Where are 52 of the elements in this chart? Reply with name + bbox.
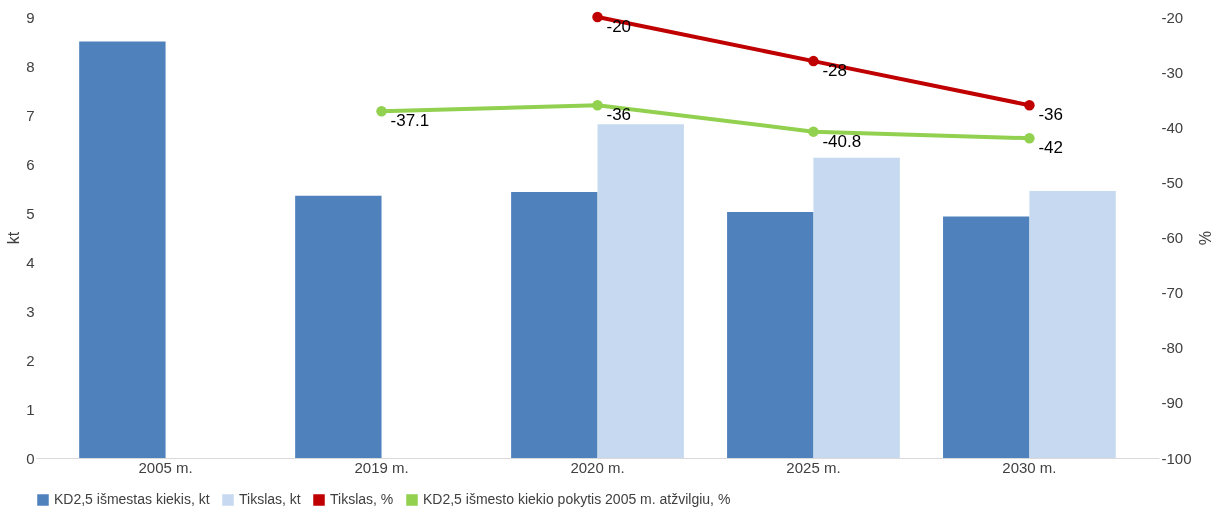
- y-tick-label: 2: [26, 351, 35, 369]
- legend-label: KD2,5 išmestas kiekis, kt: [54, 491, 210, 507]
- y-tick-label: 1: [26, 400, 35, 418]
- y2-tick-label: -90: [1161, 394, 1184, 412]
- y2-tick-label: -30: [1161, 63, 1184, 81]
- data-label: -28: [822, 61, 848, 81]
- point: [376, 106, 387, 117]
- y-tick-label: 7: [26, 106, 35, 124]
- y-tick-label: 3: [26, 302, 35, 320]
- point: [1024, 133, 1035, 144]
- data-label: -40.8: [822, 131, 862, 151]
- x-tick-label: 2025 m.: [786, 458, 841, 476]
- point: [592, 99, 603, 111]
- bar: [1029, 190, 1116, 458]
- y2-tick-label: -70: [1161, 284, 1184, 302]
- y-tick-label: 8: [26, 57, 35, 75]
- point: [808, 55, 819, 67]
- y2-tick-label: -80: [1161, 339, 1184, 357]
- y-tick-label: 4: [26, 253, 35, 271]
- y-tick-label: 6: [26, 155, 35, 173]
- bar: [511, 191, 598, 458]
- legend-label: Tikslas, %: [330, 491, 394, 507]
- data-label: -36: [1038, 105, 1063, 125]
- data-label: -37.1: [390, 111, 430, 131]
- bar: [943, 216, 1030, 458]
- bar: [295, 195, 382, 458]
- y-tick-label: 0: [26, 449, 35, 467]
- point: [592, 11, 603, 23]
- point: [1024, 99, 1035, 111]
- data-label: -42: [1038, 138, 1063, 158]
- y2-tick-label: -40: [1161, 118, 1184, 136]
- data-label: -20: [606, 17, 632, 36]
- y2-tick-label: -100: [1161, 449, 1192, 467]
- y-axis-title: kt: [5, 231, 23, 245]
- bar: [727, 212, 814, 458]
- legend-label: Tikslas, kt: [239, 491, 301, 507]
- bar: [813, 157, 900, 458]
- point: [808, 126, 819, 137]
- y-tick-label: 5: [26, 204, 35, 222]
- y2-tick-label: -60: [1161, 229, 1184, 246]
- x-tick-label: 2019 m.: [354, 458, 409, 476]
- x-tick-label: 2020 m.: [570, 458, 625, 476]
- bar: [79, 41, 166, 458]
- x-tick-label: 2030 m.: [1002, 458, 1057, 476]
- y2-axis-title: %: [1195, 230, 1213, 246]
- y2-tick-label: -20: [1161, 8, 1184, 26]
- y-tick-label: 9: [26, 8, 35, 26]
- legend-label: KD2,5 išmesto kiekio pokytis 2005 m. atžvilgiu, %: [423, 491, 731, 507]
- x-tick-label: 2005 m.: [138, 458, 193, 476]
- data-label: -36: [606, 105, 632, 125]
- y2-tick-label: -50: [1161, 173, 1184, 191]
- bar: [597, 124, 684, 458]
